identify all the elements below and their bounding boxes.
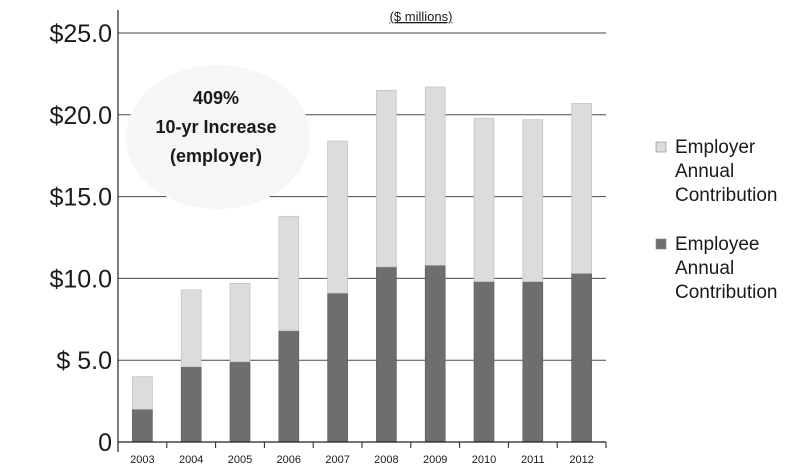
x-tick-label: 2012 bbox=[569, 454, 593, 466]
y-tick-label: 0 bbox=[98, 429, 112, 457]
y-axis-ticks: 0 $ 5.0 $10.0 $15.0 $20.0 $25.0 bbox=[49, 20, 112, 457]
bar-employee bbox=[522, 281, 544, 443]
x-tick-label: 2007 bbox=[325, 454, 349, 466]
bar-employee bbox=[327, 292, 348, 443]
bar-employer bbox=[473, 117, 495, 282]
legend-label: Employee bbox=[675, 234, 760, 255]
bar-employer bbox=[522, 119, 544, 282]
axes bbox=[117, 10, 607, 452]
bar-employer bbox=[132, 376, 153, 410]
x-axis-ticks: 2003 2004 2005 2006 2007 2008 2009 2010 2011 2012 bbox=[130, 454, 594, 466]
x-tick-label: 2003 bbox=[130, 454, 154, 466]
legend-label: Annual bbox=[675, 161, 734, 182]
bar-employer bbox=[424, 86, 446, 266]
x-tick-label: 2011 bbox=[521, 454, 545, 466]
x-tick-label: 2009 bbox=[423, 454, 447, 466]
bar-employee bbox=[132, 408, 153, 443]
legend-swatch-employer bbox=[655, 141, 667, 153]
y-tick-label: $15.0 bbox=[49, 184, 112, 212]
x-tick-label: 2010 bbox=[472, 454, 496, 466]
annotation-bubble bbox=[126, 65, 310, 209]
x-tick-label: 2008 bbox=[374, 454, 398, 466]
y-tick-label: $10.0 bbox=[49, 265, 112, 293]
increase-annotation: 409% 10-yr Increase (employer) bbox=[126, 65, 310, 209]
y-tick-label: $20.0 bbox=[49, 102, 112, 130]
bar-employer bbox=[327, 140, 348, 294]
bar-employer bbox=[571, 103, 592, 274]
annotation-line: 409% bbox=[193, 88, 239, 108]
bar-employer bbox=[180, 289, 202, 368]
legend-label: Annual bbox=[675, 258, 734, 279]
bar-employer bbox=[229, 283, 251, 363]
legend-label: Employer bbox=[675, 137, 756, 158]
legend-swatch-employee bbox=[655, 238, 667, 250]
legend: Employer Annual Contribution Employee Annual… bbox=[655, 137, 777, 303]
y-tick-label: $25.0 bbox=[49, 20, 112, 48]
x-tick-label: 2004 bbox=[179, 454, 203, 466]
x-tick-label: 2006 bbox=[277, 454, 301, 466]
bar-employee bbox=[229, 361, 251, 443]
bar-employee bbox=[473, 281, 495, 443]
chart-subtitle: ($ millions) bbox=[390, 9, 453, 24]
bar-employee bbox=[424, 265, 446, 443]
annotation-line: (employer) bbox=[170, 146, 262, 166]
bar-employee bbox=[278, 330, 300, 443]
y-tick-label: $ 5.0 bbox=[56, 347, 112, 375]
bar-employee bbox=[376, 266, 397, 443]
legend-label: Contribution bbox=[675, 282, 777, 303]
bar-employee bbox=[571, 273, 592, 443]
bar-employee bbox=[180, 366, 202, 443]
bar-employer bbox=[376, 89, 397, 268]
x-tick-label: 2005 bbox=[228, 454, 252, 466]
bars bbox=[132, 86, 592, 443]
legend-label: Contribution bbox=[675, 185, 777, 206]
bar-employer bbox=[278, 215, 300, 332]
annotation-line: 10-yr Increase bbox=[155, 117, 276, 137]
